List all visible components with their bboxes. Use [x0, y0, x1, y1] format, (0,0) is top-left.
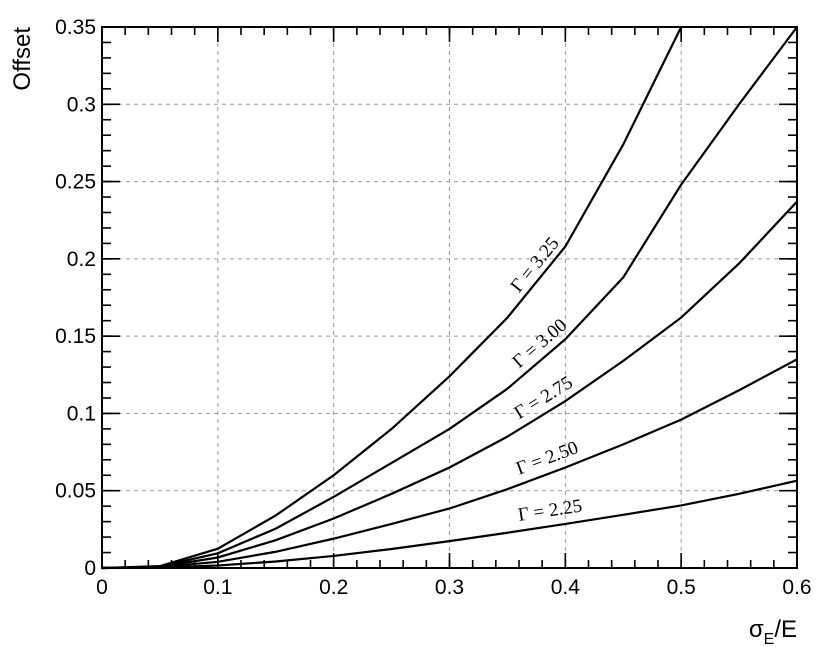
x-tick-label: 0.4 [551, 576, 581, 599]
y-tick-label: 0.25 [55, 171, 96, 194]
y-tick-label: 0.1 [67, 402, 96, 425]
x-tick-label: 0.2 [319, 576, 348, 599]
y-tick-label: 0.15 [55, 325, 96, 348]
x-axis-title-main: σ [749, 616, 764, 643]
grid [102, 27, 797, 568]
series-label: Γ = 2.25 [517, 496, 584, 526]
series-label: Γ = 3.00 [509, 315, 572, 373]
y-tick-label: 0.2 [67, 248, 96, 271]
x-tick-label: 0.5 [667, 576, 696, 599]
x-axis-title-subscript: E [764, 631, 775, 647]
y-axis-title: Offset [9, 27, 36, 91]
series-line [101, 200, 798, 570]
x-tick-labels: 0 0.1 0.2 0.3 0.4 0.5 0.6 [96, 576, 811, 599]
y-tick-label: 0.05 [55, 480, 96, 503]
series-label: Γ = 3.25 [507, 233, 564, 296]
plot-frame [101, 26, 798, 569]
x-tick-label: 0.6 [782, 576, 811, 599]
y-tick-label: 0.35 [55, 16, 96, 39]
y-tick-labels: 0 0.05 0.1 0.15 0.2 0.25 0.3 0.35 [55, 16, 96, 580]
y-tick-label: 0 [84, 557, 96, 580]
x-tick-label: 0.3 [435, 576, 464, 599]
x-tick-label: 0 [96, 576, 108, 599]
x-tick-label: 0.1 [203, 576, 232, 599]
y-tick-label: 0.3 [67, 93, 96, 116]
series-label: Γ = 2.75 [511, 372, 577, 424]
series-line [101, 26, 683, 570]
x-axis-title-tail: /E [774, 616, 797, 643]
x-axis-title: σE/E [749, 616, 797, 647]
